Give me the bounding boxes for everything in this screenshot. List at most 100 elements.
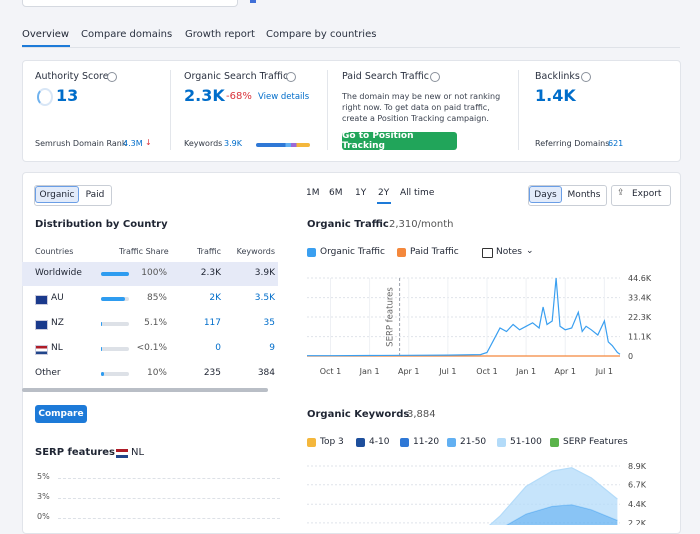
view-button[interactable]: Days [529,186,562,203]
traffic[interactable]: 0 [215,343,221,353]
share-track [101,322,129,326]
metric-value: 1.4K [535,86,576,105]
section-title: Distribution by Country [35,219,168,230]
keywords-label: Keywords [184,139,223,148]
legend-checkbox[interactable] [497,438,506,447]
country: NL [131,447,145,458]
traffic[interactable]: 117 [203,318,221,328]
period[interactable]: 2Y [378,188,390,198]
divider [518,70,519,150]
keywords[interactable]: 9 [269,343,275,353]
tab[interactable]: Overview [22,29,70,40]
toggle-group [34,185,112,206]
info-icon [107,72,117,82]
y-tick-label: 3% [37,492,50,501]
change: -68% [226,91,252,102]
view-button[interactable]: Months [567,189,601,200]
traffic[interactable]: 2K [209,293,221,303]
metric-value: 2.3K [184,86,225,105]
button[interactable]: Go to Position Tracking [342,131,457,151]
legend-label[interactable]: 21-50 [460,437,487,447]
paid-text-line: right now. To get data on paid traffic, [342,103,490,112]
legend-checkbox[interactable] [307,248,316,257]
period[interactable]: All time [400,188,435,198]
grid-line [58,478,280,479]
info-icon [286,72,296,82]
tab[interactable]: Compare by countries [266,29,377,40]
keywords: 3.9K [254,268,275,278]
export-box[interactable] [611,185,671,206]
paid-text-line: create a Position Tracking campaign. [342,114,489,123]
row-highlight [22,262,278,286]
grid-line [58,518,280,519]
legend-label[interactable]: Top 3 [320,437,344,447]
flag [35,295,48,305]
tab-underline [22,45,70,47]
share-bar [101,272,129,276]
country: Other [35,368,61,378]
share-label: <0.1% [136,343,167,353]
section-title: SERP features [35,447,115,458]
share-label: 5.1% [144,318,167,328]
share-bar [101,347,102,351]
period[interactable]: 6M [329,188,343,198]
legend-checkbox[interactable] [400,438,409,447]
keywords-bar [256,143,310,147]
metric-label: Organic Search Traffic [184,71,289,82]
table-header: Keywords [236,247,275,256]
toggle-button[interactable]: Organic [35,186,79,203]
button[interactable]: Compare [35,405,87,423]
legend-label[interactable]: Paid Traffic [410,247,459,257]
share-bar [101,322,103,326]
legend-label[interactable]: 51-100 [510,437,542,447]
share-label: 10% [146,368,167,378]
ref-value[interactable]: 621 [608,139,624,148]
toggle-button[interactable]: Paid [85,189,105,200]
notes[interactable]: Notes [496,247,522,257]
chart-title: Organic Traffic [307,219,389,230]
period[interactable]: 1Y [355,188,367,198]
share-bar [101,297,125,301]
paid-text-line: The domain may be new or not ranking [342,92,501,101]
legend-label[interactable]: 11-20 [413,437,440,447]
legend-checkbox[interactable] [307,438,316,447]
icon-fragment [250,0,256,3]
share-track [101,372,129,376]
share-bar [101,372,104,376]
flag [116,449,128,458]
export[interactable]: Export [632,189,662,199]
traffic: 2.3K [200,268,221,278]
table-header: Countries [35,247,74,256]
rank-value[interactable]: 4.3M [123,139,143,148]
tab[interactable]: Compare domains [81,29,173,40]
metric-value: 13 [56,86,79,105]
period[interactable]: 1M [306,188,320,198]
scrollbar[interactable] [22,388,268,392]
legend-checkbox[interactable] [356,438,365,447]
legend-checkbox[interactable] [447,438,456,447]
y-tick-label: 0% [37,512,50,521]
export-icon: ⇪ [617,188,625,198]
link[interactable]: View details [258,92,310,102]
tab[interactable]: Growth report [185,29,255,40]
share-label: 85% [146,293,167,303]
period-underline [377,202,391,204]
keywords[interactable]: 3.5K [254,293,275,303]
score-ring [37,88,53,106]
flag [35,320,48,330]
keywords: 384 [257,368,275,378]
view-toggle [528,185,607,206]
share-track [101,347,129,351]
legend-label[interactable]: 4-10 [369,437,390,447]
legend-checkbox[interactable] [397,248,406,257]
notes-icon [482,248,493,258]
legend-label[interactable]: SERP Features [563,437,628,447]
keywords-value[interactable]: 3.9K [224,139,242,148]
country: AU [51,293,64,303]
legend-label[interactable]: Organic Traffic [320,247,385,257]
legend-checkbox[interactable] [550,438,559,447]
info-icon [430,72,440,82]
metric-label: Authority Score [35,71,109,82]
keywords[interactable]: 35 [263,318,275,328]
